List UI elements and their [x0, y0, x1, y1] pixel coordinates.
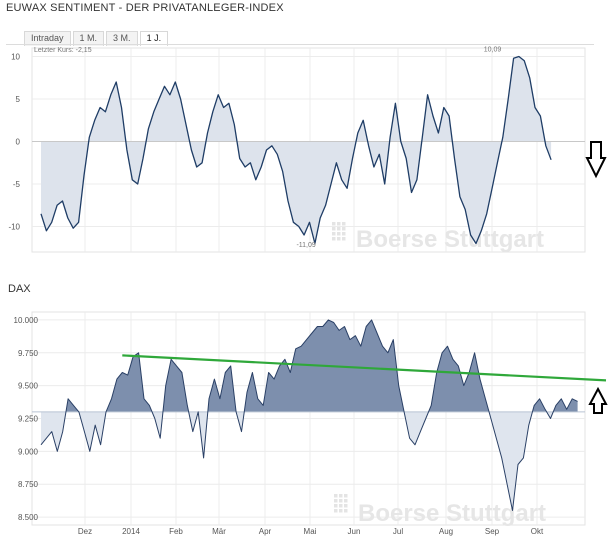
- watermark-dot: [334, 494, 338, 498]
- tab-3-months[interactable]: 3 M.: [106, 31, 138, 46]
- y-tick-label: 10: [11, 53, 20, 62]
- watermark-dot: [332, 227, 336, 231]
- watermark-dot: [339, 499, 343, 503]
- x-tick-label: Jul: [393, 527, 403, 536]
- tab-divider: [6, 44, 594, 45]
- y-tick-label: -10: [8, 223, 20, 232]
- y-tick-label: 9.500: [18, 382, 39, 391]
- y-tick-label: 10.000: [14, 316, 39, 325]
- watermark-dot: [344, 494, 348, 498]
- watermark-dot: [334, 509, 338, 513]
- max-annotation: 10,09: [484, 47, 502, 54]
- watermark-dot: [339, 509, 343, 513]
- watermark-dot: [334, 499, 338, 503]
- tab-intraday[interactable]: Intraday: [24, 31, 71, 46]
- watermark-dot: [332, 222, 336, 226]
- watermark-dot: [342, 227, 346, 231]
- down-arrow-icon: [585, 141, 607, 179]
- y-tick-label: 5: [16, 95, 21, 104]
- y-tick-label: 9.750: [18, 349, 39, 358]
- x-tick-label: 2014: [122, 527, 140, 536]
- watermark-dot: [344, 509, 348, 513]
- trend-line: [122, 354, 607, 382]
- watermark-dot: [339, 504, 343, 508]
- sentiment-line: [40, 55, 552, 245]
- x-tick-label: Jun: [348, 527, 361, 536]
- x-tick-label: Sep: [485, 527, 500, 536]
- x-tick-label: Mai: [304, 527, 317, 536]
- watermark-dot: [344, 504, 348, 508]
- watermark-dot: [342, 232, 346, 236]
- watermark: Boerse Stuttgart: [334, 494, 546, 527]
- dax-chart-title: DAX: [8, 283, 31, 295]
- watermark-text: Boerse Stuttgart: [356, 226, 544, 253]
- x-tick-label: Dez: [78, 527, 92, 536]
- watermark-dot: [337, 237, 341, 241]
- up-arrow-icon: [588, 386, 608, 414]
- watermark-dot: [337, 232, 341, 236]
- watermark-dot: [337, 227, 341, 231]
- watermark: Boerse Stuttgart: [332, 222, 544, 253]
- watermark-text: Boerse Stuttgart: [358, 500, 546, 527]
- x-tick-label: Aug: [439, 527, 453, 536]
- watermark-dot: [344, 499, 348, 503]
- dax-line: [40, 319, 578, 511]
- watermark-dot: [342, 237, 346, 241]
- dax-chart: Dez 2014 Feb Mär Apr Mai Jun Jul Aug Sep Okt 10.000…: [14, 311, 607, 536]
- y-tick-label: 9.000: [18, 447, 39, 456]
- page-title: EUWAX SENTIMENT - DER PRIVATANLEGER-INDE…: [6, 2, 284, 14]
- x-tick-label: Okt: [531, 527, 544, 536]
- min-annotation: -11,09: [296, 242, 315, 249]
- tab-1-year[interactable]: 1 J.: [139, 31, 169, 46]
- sentiment-chart: 10 5 0 -5 -10 Boerse Stuttgart: [8, 47, 586, 253]
- annotations: Letzter Kurs: -2,15 10,09 -11,09: [34, 47, 608, 414]
- timeframe-tabs: Intraday 1 M. 3 M. 1 J.: [24, 31, 169, 46]
- watermark-dot: [342, 222, 346, 226]
- tab-1-month[interactable]: 1 M.: [72, 31, 105, 46]
- y-tick-label: 9.250: [18, 415, 39, 424]
- y-tick-label: 8.500: [18, 513, 39, 522]
- x-tick-label: Feb: [169, 527, 183, 536]
- watermark-dot: [332, 232, 336, 236]
- x-tick-label: Apr: [259, 527, 272, 536]
- watermark-dot: [332, 237, 336, 241]
- y-tick-label: 0: [16, 138, 21, 147]
- watermark-dot: [337, 222, 341, 226]
- y-tick-label: -5: [13, 180, 21, 189]
- dax-area-below: [41, 411, 578, 511]
- watermark-dot: [334, 504, 338, 508]
- sentiment-area: [41, 56, 552, 244]
- watermark-dot: [339, 494, 343, 498]
- last-price-label: Letzter Kurs: -2,15: [34, 47, 92, 54]
- y-tick-label: 8.750: [18, 480, 39, 489]
- x-tick-label: Mär: [212, 527, 226, 536]
